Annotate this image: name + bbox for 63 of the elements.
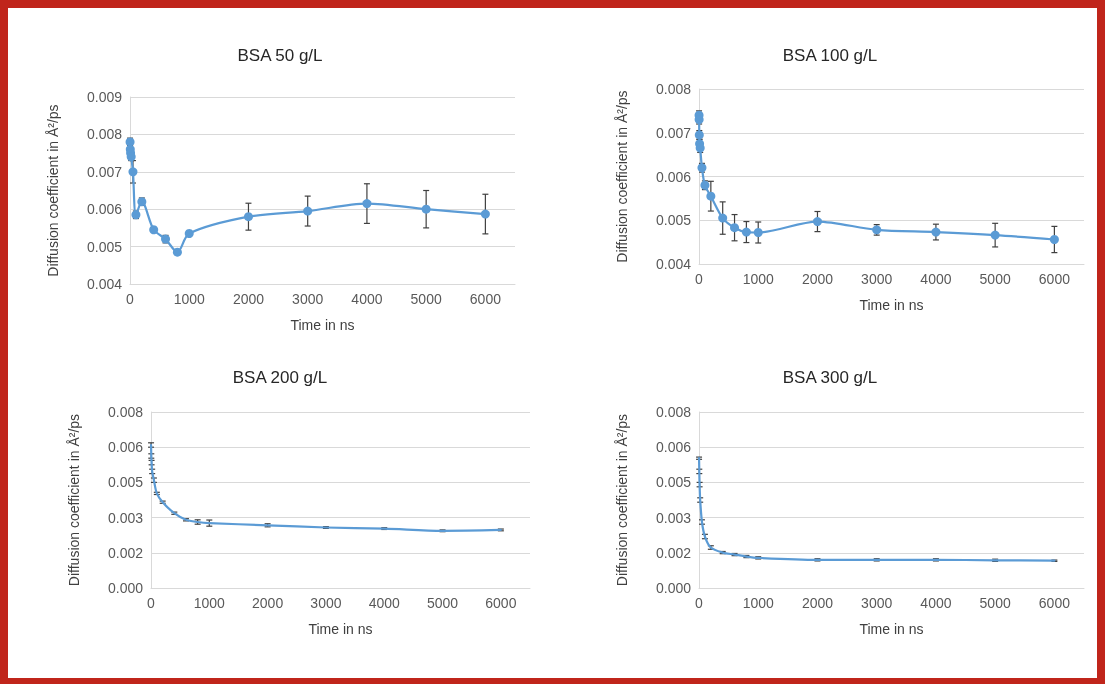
y-tick-label: 0.006 [107, 439, 144, 456]
y-tick-label: 0.002 [655, 544, 692, 561]
y-tick-label: 0.009 [86, 89, 123, 105]
y-tick-label: 0.006 [655, 439, 692, 456]
y-tick-label: 0.004 [86, 276, 123, 292]
y-tick-label: 0.005 [655, 212, 692, 229]
x-tick-label: 5000 [410, 291, 442, 307]
y-tick-label: 0.007 [655, 124, 692, 141]
chart-title: BSA 200 g/L [232, 368, 328, 387]
y-axis-title: Diffusion coefficient in Å²/ps [45, 104, 61, 277]
x-tick-label: 1000 [742, 595, 775, 611]
x-tick-label: 2000 [232, 291, 265, 307]
y-axis-title: Diffusion coefficient in Å²/ps [614, 90, 630, 263]
y-tick-label: 0.003 [655, 509, 692, 526]
x-tick-label: 5000 [979, 595, 1011, 611]
x-tick-label: 4000 [920, 271, 952, 287]
x-tick-label: 6000 [469, 291, 502, 307]
x-tick-label: 3000 [861, 595, 893, 611]
y-tick-label: 0.005 [86, 238, 123, 255]
y-tick-label: 0.005 [107, 474, 144, 491]
y-axis-title: Diffusion coefficient in Å²/ps [66, 413, 82, 587]
x-tick-label: 0 [695, 595, 704, 611]
x-tick-label: 3000 [310, 595, 342, 611]
y-tick-label: 0.000 [107, 580, 144, 596]
y-tick-label: 0.006 [655, 168, 692, 185]
x-tick-label: 0 [126, 291, 135, 307]
chart-title: BSA 300 g/L [782, 368, 878, 387]
x-tick-label: 0 [147, 595, 156, 611]
x-tick-label: 5000 [426, 595, 459, 611]
x-axis-title: Time in ns [308, 621, 373, 637]
y-tick-label: 0.006 [86, 201, 123, 218]
x-tick-label: 0 [695, 271, 704, 287]
y-tick-label: 0.005 [655, 474, 692, 491]
x-tick-label: 3000 [861, 271, 893, 287]
x-tick-label: 2000 [801, 271, 834, 287]
x-tick-label: 3000 [292, 291, 324, 307]
x-tick-label: 1000 [173, 291, 206, 307]
y-tick-label: 0.007 [86, 163, 123, 180]
y-tick-label: 0.002 [107, 544, 144, 561]
y-tick-label: 0.008 [107, 404, 144, 420]
y-tick-label: 0.004 [655, 256, 692, 272]
chart-title: BSA 50 g/L [237, 46, 323, 65]
y-tick-label: 0.008 [655, 404, 692, 420]
x-tick-label: 4000 [368, 595, 401, 611]
x-tick-label: 5000 [979, 271, 1011, 287]
y-axis-title: Diffusion coefficient in Å²/ps [614, 413, 630, 587]
y-tick-label: 0.008 [655, 81, 692, 97]
y-tick-label: 0.008 [86, 126, 123, 143]
x-tick-label: 4000 [351, 291, 383, 307]
x-tick-label: 6000 [1038, 595, 1071, 611]
x-tick-label: 4000 [920, 595, 952, 611]
chart-title: BSA 100 g/L [782, 46, 878, 65]
x-tick-label: 6000 [485, 595, 517, 611]
y-tick-label: 0.003 [107, 509, 144, 526]
x-axis-title: Time in ns [859, 297, 924, 313]
y-tick-label: 0.000 [655, 580, 692, 596]
x-tick-label: 2000 [801, 595, 834, 611]
x-axis-title: Time in ns [290, 317, 355, 333]
x-tick-label: 1000 [742, 271, 775, 287]
x-axis-title: Time in ns [859, 621, 924, 637]
x-tick-label: 1000 [193, 595, 226, 611]
x-tick-label: 2000 [252, 595, 284, 611]
x-tick-label: 6000 [1038, 271, 1071, 287]
